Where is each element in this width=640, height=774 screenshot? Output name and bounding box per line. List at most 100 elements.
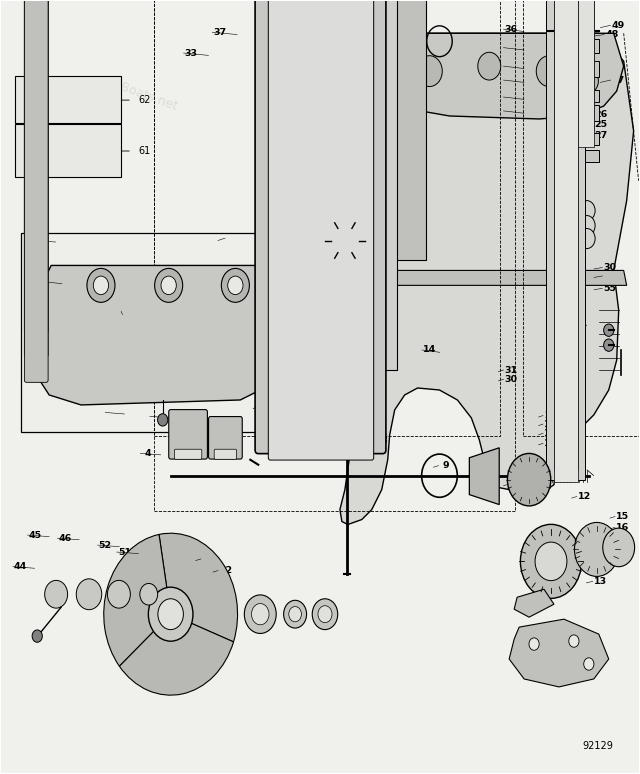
Text: 57: 57 [41, 277, 54, 286]
Circle shape [478, 53, 500, 80]
Wedge shape [104, 534, 171, 666]
Text: 13: 13 [594, 577, 607, 586]
FancyBboxPatch shape [547, 0, 586, 468]
Text: 37: 37 [213, 28, 227, 36]
Text: 26: 26 [594, 110, 607, 119]
Circle shape [289, 607, 301, 622]
FancyBboxPatch shape [559, 0, 595, 147]
Circle shape [417, 56, 442, 87]
Text: 59: 59 [26, 250, 38, 259]
PathPatch shape [31, 265, 290, 405]
Circle shape [140, 584, 157, 605]
Text: © Boats.net: © Boats.net [104, 75, 180, 113]
Text: 50: 50 [284, 103, 296, 112]
Text: 2: 2 [109, 408, 116, 417]
Text: 14: 14 [423, 345, 436, 354]
PathPatch shape [335, 270, 627, 286]
Circle shape [520, 524, 582, 598]
Circle shape [579, 228, 595, 248]
FancyBboxPatch shape [559, 0, 595, 130]
Text: 9: 9 [443, 461, 449, 470]
Circle shape [508, 454, 551, 506]
Text: 10: 10 [486, 471, 499, 479]
FancyBboxPatch shape [174, 449, 202, 459]
Text: 61: 61 [138, 146, 150, 156]
Text: 28: 28 [504, 93, 518, 101]
Circle shape [318, 606, 332, 622]
Text: WATER PUMP
REPAIR KIT: WATER PUMP REPAIR KIT [43, 141, 93, 160]
PathPatch shape [509, 619, 609, 687]
Text: 18: 18 [544, 429, 557, 438]
Circle shape [353, 33, 363, 46]
FancyBboxPatch shape [559, 0, 595, 36]
Text: © Boats.net: © Boats.net [154, 352, 230, 391]
Circle shape [158, 599, 184, 629]
FancyBboxPatch shape [15, 76, 121, 123]
Text: © Boats.net: © Boats.net [358, 83, 435, 121]
FancyBboxPatch shape [268, 0, 374, 460]
Text: 23: 23 [504, 76, 518, 84]
Circle shape [579, 215, 595, 235]
Wedge shape [159, 533, 237, 642]
Circle shape [604, 339, 614, 351]
Circle shape [161, 276, 176, 295]
Circle shape [108, 580, 131, 608]
Text: 56: 56 [122, 307, 136, 316]
Text: 30: 30 [604, 263, 616, 272]
Circle shape [221, 269, 250, 303]
FancyBboxPatch shape [554, 0, 577, 447]
FancyBboxPatch shape [296, 134, 397, 201]
Text: 3: 3 [353, 423, 359, 432]
Text: 44: 44 [14, 562, 27, 571]
Circle shape [569, 635, 579, 647]
Text: 58: 58 [35, 236, 47, 245]
Text: 5: 5 [565, 558, 572, 567]
FancyBboxPatch shape [554, 0, 577, 482]
Text: 36: 36 [504, 25, 518, 33]
FancyBboxPatch shape [547, 0, 586, 444]
Text: 45: 45 [29, 530, 42, 539]
Circle shape [32, 630, 42, 642]
Text: Boats.net: Boats.net [79, 275, 153, 314]
Text: 11: 11 [509, 480, 523, 488]
Text: 24: 24 [504, 43, 518, 52]
FancyBboxPatch shape [214, 449, 237, 459]
Text: 39: 39 [322, 39, 335, 47]
Text: 6: 6 [154, 412, 161, 421]
FancyBboxPatch shape [554, 150, 600, 162]
FancyBboxPatch shape [255, 0, 386, 454]
Text: 4: 4 [145, 449, 151, 458]
Text: 55: 55 [604, 284, 616, 293]
FancyBboxPatch shape [15, 124, 121, 177]
Circle shape [45, 580, 68, 608]
Text: 17: 17 [544, 439, 557, 448]
Text: 41: 41 [284, 129, 297, 139]
Circle shape [252, 604, 269, 625]
FancyBboxPatch shape [293, 0, 397, 371]
PathPatch shape [587, 470, 594, 476]
Text: 38: 38 [294, 74, 307, 83]
Text: 27: 27 [594, 131, 607, 140]
Circle shape [529, 638, 539, 650]
Wedge shape [120, 615, 234, 695]
Text: 29: 29 [504, 106, 518, 115]
FancyBboxPatch shape [554, 61, 600, 77]
Circle shape [87, 269, 115, 303]
Text: 35: 35 [322, 32, 335, 40]
FancyBboxPatch shape [547, 0, 586, 481]
Circle shape [76, 579, 102, 610]
Text: 49: 49 [612, 21, 625, 29]
Circle shape [157, 414, 168, 426]
Text: 8: 8 [380, 437, 387, 446]
Circle shape [312, 599, 338, 629]
Text: 32: 32 [219, 566, 232, 575]
Text: 92129: 92129 [582, 741, 613, 751]
Text: 53: 53 [202, 554, 215, 563]
Text: 16: 16 [616, 523, 629, 532]
Circle shape [284, 601, 307, 628]
Text: 47: 47 [612, 76, 625, 84]
Circle shape [535, 542, 567, 580]
Text: 46: 46 [58, 533, 72, 543]
PathPatch shape [469, 448, 499, 505]
Circle shape [93, 276, 109, 295]
